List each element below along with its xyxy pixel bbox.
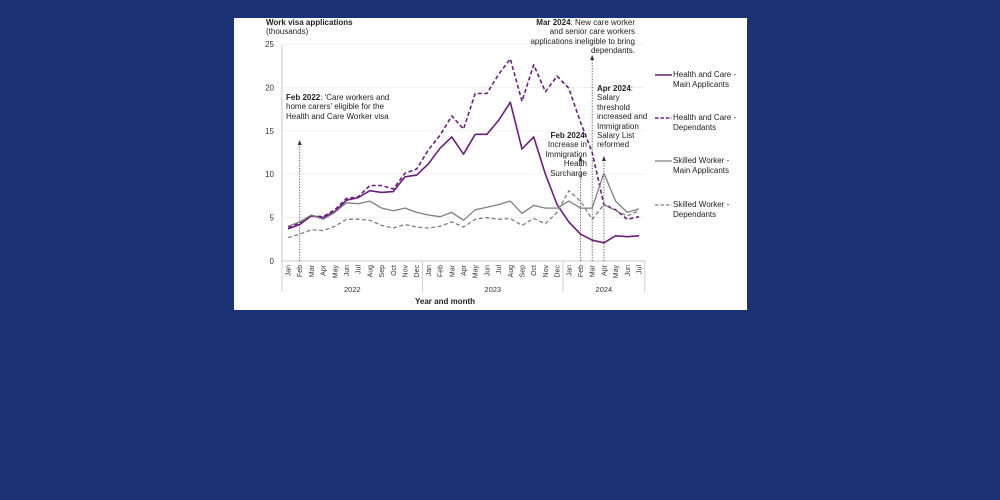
x-tick-label: Aug <box>367 265 374 278</box>
x-tick-label: Dec <box>555 265 562 278</box>
x-tick-label: May <box>613 265 620 279</box>
x-tick-label: Feb <box>438 265 445 277</box>
x-tick-label: Mar <box>449 264 456 277</box>
y-axis-unit: (thousands) <box>266 27 309 36</box>
x-tick-label: Dec <box>414 265 421 278</box>
x-tick-label: Nov <box>543 265 550 278</box>
x-tick-label: Sep <box>379 265 386 278</box>
y-tick-label: 15 <box>265 127 274 136</box>
year-label: 2023 <box>484 285 501 294</box>
annotation-text: : 'Care workers and home carers' eligibl… <box>286 93 390 121</box>
x-tick-label: Jul <box>637 265 644 274</box>
annotation-apr-2024: Apr 2024: Salary threshold increased and… <box>597 84 649 150</box>
arrowhead-icon <box>297 140 302 145</box>
y-axis-title: Work visa applications <box>266 18 353 27</box>
y-tick-label: 20 <box>265 83 274 92</box>
y-tick-label: 0 <box>270 257 275 266</box>
series-line-2 <box>287 172 640 227</box>
x-tick-label: Apr <box>321 264 328 276</box>
legend-label-hc-main: Health and Care - Main Applicants <box>673 70 737 89</box>
x-tick-label: Oct <box>391 265 398 276</box>
legend-label-sw-main: Skilled Worker - Main Applicants <box>673 156 730 175</box>
x-tick-label: Jun <box>625 265 632 276</box>
annotation-date: Apr 2024 <box>597 84 631 93</box>
x-tick-label: Sep <box>520 265 527 278</box>
x-tick-label: May <box>473 265 480 279</box>
x-tick-label: Feb <box>578 265 585 277</box>
annotation-mar-2024: Mar 2024: New care worker and senior car… <box>522 18 635 56</box>
annotation-text: : Increase in Immigration Health Surchar… <box>545 131 587 178</box>
x-tick-label: Feb <box>297 265 304 277</box>
x-tick-label: Apr <box>601 264 608 276</box>
legend-label-sw-dependants: Skilled Worker - Dependants <box>673 200 730 219</box>
y-tick-label: 5 <box>270 214 275 223</box>
x-tick-label: Jan <box>426 265 433 276</box>
x-tick-label: Apr <box>461 264 468 276</box>
series-line-3 <box>287 190 640 239</box>
annotation-text: : New care worker and senior care worker… <box>530 18 635 56</box>
year-label: 2022 <box>344 285 361 294</box>
x-tick-label: Aug <box>508 265 515 278</box>
annotation-feb-2022: Feb 2022: 'Care workers and home carers'… <box>286 93 392 121</box>
x-tick-label: Jan <box>286 265 293 276</box>
legend-label-hc-dependants: Health and Care - Dependants <box>673 113 737 132</box>
x-tick-label: Mar <box>590 264 597 277</box>
x-tick-label: Mar <box>309 264 316 277</box>
annotation-date: Mar 2024 <box>536 18 571 27</box>
x-tick-label: Jun <box>344 265 351 276</box>
x-axis-title: Year and month <box>415 297 476 306</box>
x-tick-label: Nov <box>403 265 410 278</box>
arrowhead-icon <box>601 156 606 161</box>
arrowhead-icon <box>590 55 595 60</box>
x-tick-label: Jan <box>566 265 573 276</box>
x-tick-label: Oct <box>531 265 538 276</box>
y-tick-label: 25 <box>265 40 274 49</box>
year-label: 2024 <box>596 285 613 294</box>
annotation-text: : Salary threshold increased and Immigra… <box>597 84 648 150</box>
x-tick-label: Jul <box>496 265 503 274</box>
annotation-date: Feb 2024 <box>550 131 585 140</box>
annotation-feb-2024: Feb 2024: Increase in Immigration Health… <box>540 131 587 178</box>
arrowhead-icon <box>578 156 583 161</box>
x-tick-label: Jun <box>484 265 491 276</box>
x-tick-label: May <box>332 265 339 279</box>
y-tick-label: 10 <box>265 170 274 179</box>
annotation-date: Feb 2022 <box>286 93 321 102</box>
x-tick-label: Jul <box>356 265 363 274</box>
